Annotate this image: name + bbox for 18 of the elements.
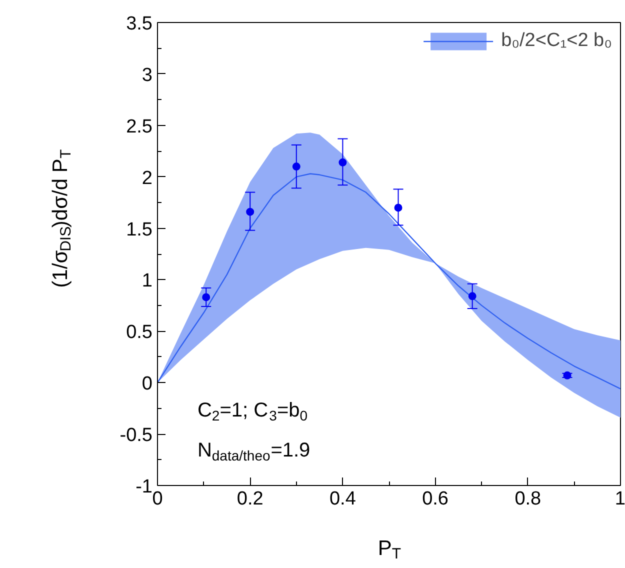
y-tick-label: 1.5 bbox=[126, 219, 153, 240]
y-axis-title: (1/σDIS)dσ/d PT bbox=[49, 149, 74, 288]
legend-label: b₀/2<C₁<2 b₀ bbox=[501, 30, 612, 52]
y-tick-label: 3 bbox=[142, 64, 153, 86]
y-tick-label: -0.5 bbox=[120, 425, 153, 446]
x-tick-label: 0.2 bbox=[236, 488, 264, 510]
line-series bbox=[158, 173, 620, 390]
x-tick-label: 1 bbox=[614, 488, 625, 510]
y-tick-label: 2.5 bbox=[126, 116, 153, 138]
y-tick-label: 1 bbox=[142, 270, 153, 292]
y-tick-label: 0 bbox=[142, 374, 153, 395]
x-tick-label: 0.4 bbox=[329, 488, 356, 510]
x-tick-label: 0.8 bbox=[514, 488, 542, 510]
y-tick-label: 3.5 bbox=[126, 14, 153, 34]
x-tick-label: 0.6 bbox=[422, 488, 449, 510]
y-tick-label: 2 bbox=[142, 168, 153, 189]
y-tick-label: 0.5 bbox=[126, 322, 153, 344]
y-tick-label: -1 bbox=[136, 476, 153, 498]
